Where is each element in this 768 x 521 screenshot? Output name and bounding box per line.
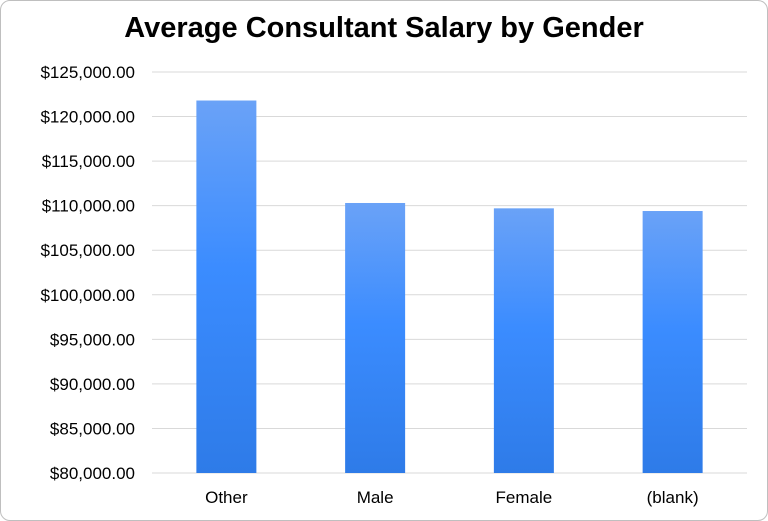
bars xyxy=(196,100,703,473)
y-tick-label: $80,000.00 xyxy=(50,464,135,483)
bar-blank xyxy=(642,211,703,473)
bar-male xyxy=(345,202,406,473)
bar-female xyxy=(493,208,554,473)
bar-other xyxy=(196,100,257,473)
y-tick-label: $100,000.00 xyxy=(40,286,135,305)
y-tick-label: $110,000.00 xyxy=(42,197,135,216)
chart-title: Average Consultant Salary by Gender xyxy=(124,12,644,44)
y-tick-label: $120,000.00 xyxy=(40,108,135,127)
x-tick-label: Male xyxy=(357,488,394,507)
y-tick-label: $115,000.00 xyxy=(42,152,135,171)
y-tick-label: $105,000.00 xyxy=(40,241,135,260)
y-tick-label: $85,000.00 xyxy=(50,419,135,438)
x-tick-label: Other xyxy=(205,488,248,507)
x-axis-tick-labels: Other Male Female (blank) xyxy=(205,488,699,507)
y-tick-label: $90,000.00 xyxy=(50,375,135,394)
x-tick-label: (blank) xyxy=(647,488,699,507)
y-tick-label: $95,000.00 xyxy=(50,330,135,349)
y-axis-tick-labels: $80,000.00 $85,000.00 $90,000.00 $95,000.00… xyxy=(40,63,135,483)
y-tick-label: $125,000.00 xyxy=(40,63,135,82)
x-tick-label: Female xyxy=(496,488,553,507)
